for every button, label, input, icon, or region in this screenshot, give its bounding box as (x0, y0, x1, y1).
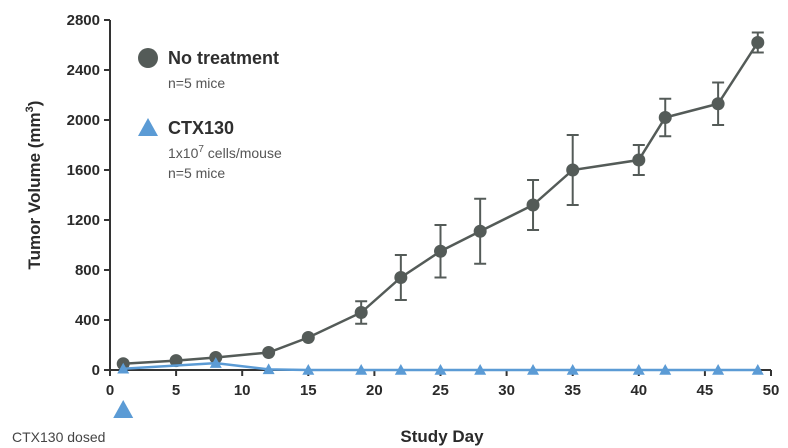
series-line (123, 361, 758, 372)
data-point (566, 163, 580, 177)
data-point (434, 364, 447, 375)
data-point (262, 363, 275, 375)
x-tick-label: 25 (432, 382, 449, 399)
y-axis-title-suffix: ) (25, 101, 44, 107)
data-point (473, 224, 487, 238)
y-axis-title-main: Tumor Volume (mm (25, 112, 44, 269)
data-point (394, 271, 408, 284)
y-tick-label: 1200 (67, 212, 100, 229)
legend-series-note: n=5 mice (168, 165, 225, 181)
data-point (169, 354, 183, 368)
legend-series-name: CTX130 (168, 118, 234, 138)
data-point (527, 364, 540, 375)
y-tick-label: 0 (92, 362, 100, 379)
data-point (434, 244, 447, 258)
data-point (751, 364, 764, 375)
data-point (751, 36, 765, 49)
x-tick-label: 40 (630, 382, 647, 399)
data-point (355, 364, 368, 375)
legend-series-name: No treatment (168, 48, 279, 68)
x-tick-label: 5 (172, 382, 180, 399)
data-point (632, 364, 645, 375)
y-tick-label: 2000 (67, 112, 100, 129)
y-axis-title-superscript: 3 (24, 106, 36, 112)
y-tick-label: 800 (75, 262, 100, 279)
y-axis-title: Tumor Volume (mm3) (24, 101, 44, 270)
legend-triangle-marker (138, 118, 158, 136)
y-tick-label: 1600 (67, 162, 100, 179)
x-tick-label: 35 (564, 382, 581, 399)
axes: 0 400 800 1200 1600 2000 2400 2800 0 5 10 15 20 25 30 3… (67, 12, 780, 399)
legend-series-note: 1x107 cells/mouse (168, 144, 282, 161)
data-point (394, 364, 407, 375)
legend: No treatment n=5 mice CTX130 1x107 cells/mo… (138, 48, 282, 181)
data-point (209, 357, 222, 368)
data-point (117, 362, 130, 374)
x-tick-label: 20 (366, 382, 383, 399)
legend-circle-marker (138, 48, 158, 68)
legend-entry-0: No treatment n=5 mice (138, 48, 279, 91)
series-layer (116, 31, 765, 375)
x-tick-label: 15 (300, 382, 317, 399)
annotation-layer: CTX130 dosed (12, 400, 134, 445)
data-point (658, 111, 672, 124)
legend-entry-1: CTX130 1x107 cells/mouse n=5 mice (138, 118, 282, 181)
data-point (712, 364, 725, 375)
y-tick-label: 2400 (67, 62, 100, 79)
data-point (632, 153, 646, 167)
data-point (566, 364, 579, 375)
data-point (262, 346, 276, 359)
x-tick-label: 10 (234, 382, 251, 399)
y-tick-label: 400 (75, 312, 100, 329)
data-point (301, 331, 315, 344)
y-tick-label: 2800 (67, 12, 100, 29)
data-point (711, 97, 725, 111)
series-1 (117, 357, 764, 375)
data-point (354, 306, 368, 319)
data-point (659, 364, 672, 375)
x-axis-title: Study Day (400, 427, 484, 446)
data-point (526, 198, 540, 212)
x-tick-label: 45 (697, 382, 714, 399)
dose-marker-triangle (113, 400, 134, 418)
data-point (302, 364, 315, 375)
legend-series-note: n=5 mice (168, 75, 225, 91)
dose-annotation-label: CTX130 dosed (12, 429, 105, 445)
data-point (474, 364, 487, 375)
series-0 (116, 31, 765, 371)
x-tick-label: 50 (763, 382, 780, 399)
x-tick-label: 0 (106, 382, 114, 399)
x-tick-label: 30 (498, 382, 515, 399)
